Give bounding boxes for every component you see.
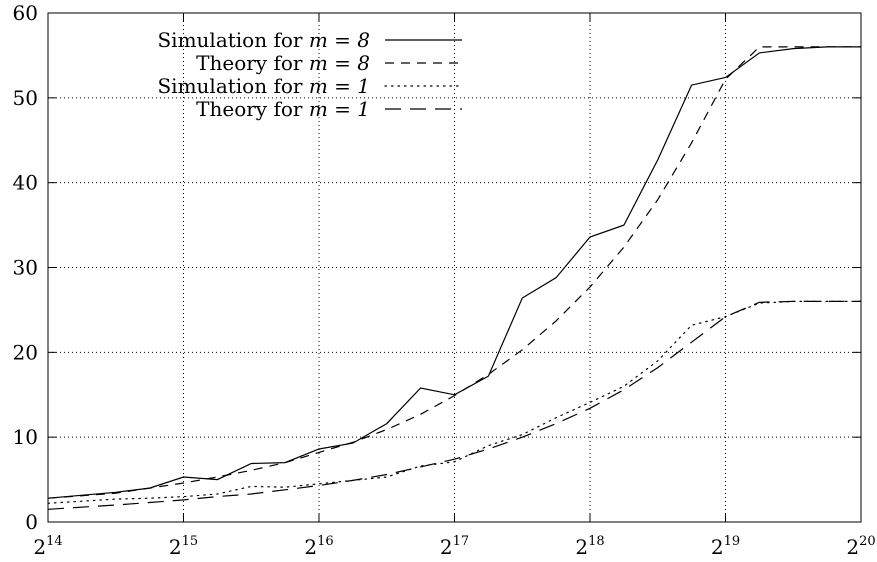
x-tick-label: 219 xyxy=(711,534,740,559)
grid-lines xyxy=(48,13,861,522)
x-tick-label: 216 xyxy=(304,534,333,559)
x-tick-label: 214 xyxy=(33,534,62,559)
y-tick-label: 50 xyxy=(13,86,38,110)
legend-label-3: Simulation for m = 1 xyxy=(157,74,370,98)
y-tick-label: 0 xyxy=(25,510,38,534)
x-tick-label: 215 xyxy=(169,534,198,559)
y-tick-label: 30 xyxy=(13,256,38,280)
axis-ticks: 214 215 216 217 218 219 220 0 10 20 30 40 50 60 xyxy=(13,1,876,559)
legend-label-1: Simulation for m = 8 xyxy=(157,28,370,52)
series-line-4 xyxy=(47,300,861,510)
legend-label-4: Theory for m = 1 xyxy=(196,97,370,121)
y-tick-label: 60 xyxy=(13,1,38,25)
x-tick-label: 218 xyxy=(575,534,604,559)
series-lines xyxy=(47,46,862,510)
y-tick-label: 20 xyxy=(13,340,38,364)
series-line-1 xyxy=(47,46,861,499)
x-tick-label: 220 xyxy=(846,534,875,559)
y-tick-label: 10 xyxy=(13,425,38,449)
y-tick-label: 40 xyxy=(13,171,38,195)
series-line-2 xyxy=(47,46,861,499)
legend-label-2: Theory for m = 8 xyxy=(196,51,370,75)
x-tick-label: 217 xyxy=(440,534,469,559)
